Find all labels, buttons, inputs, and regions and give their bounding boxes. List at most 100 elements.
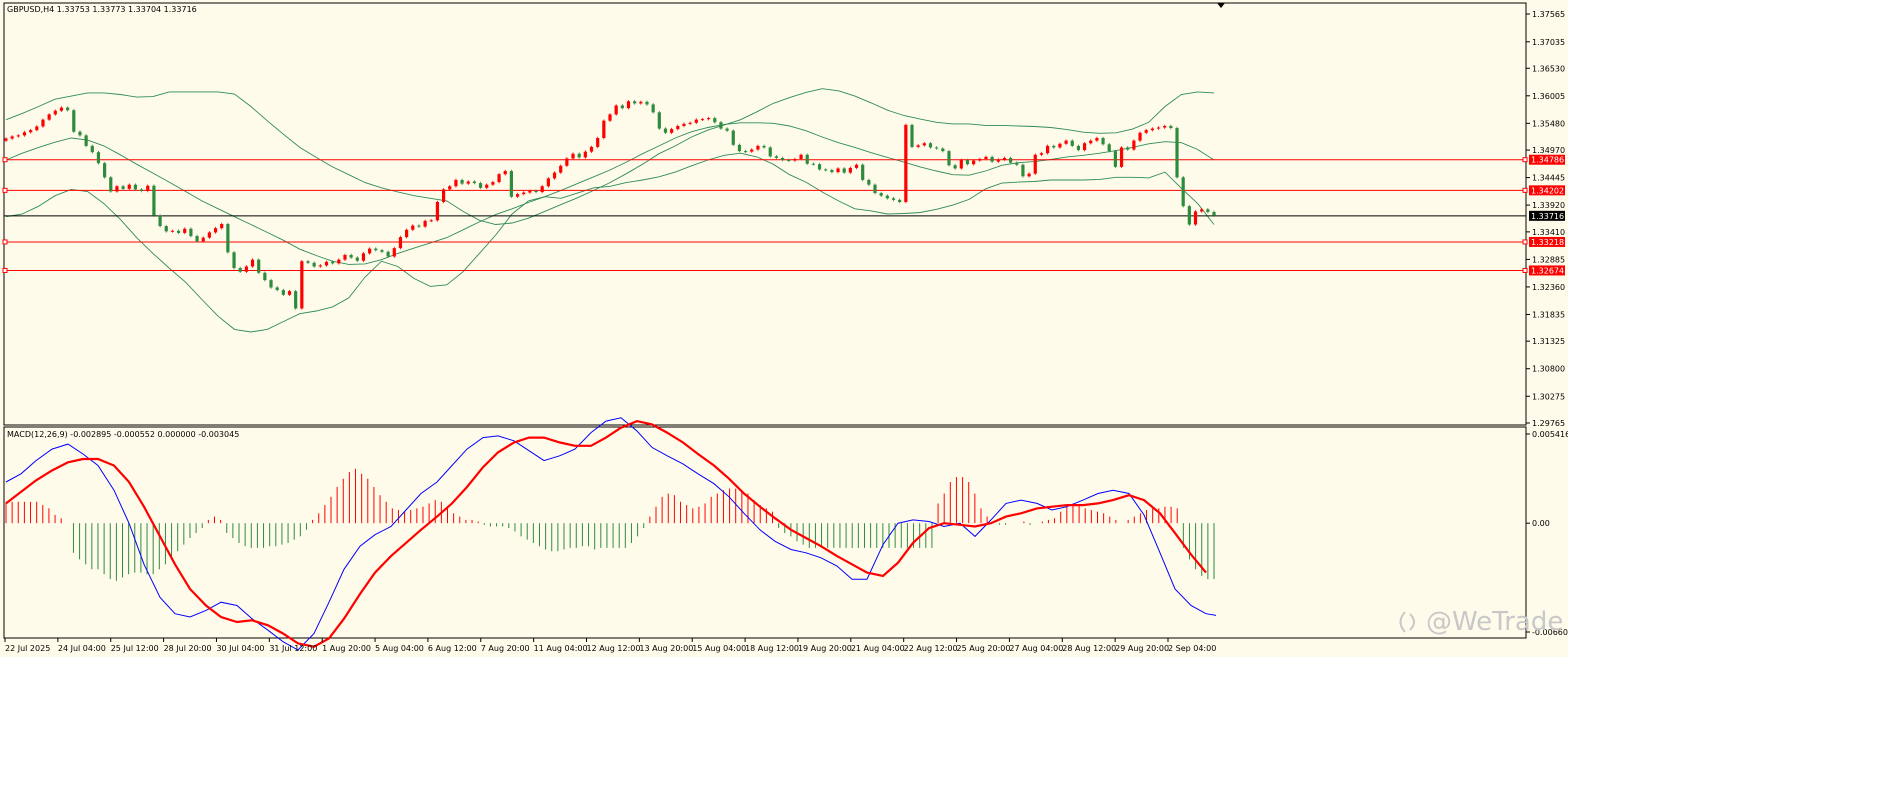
candle-body bbox=[719, 122, 723, 129]
candle-body bbox=[139, 189, 144, 191]
chart-canvas[interactable]: 1.34786 1.34202 1.33218 1.32674 1.33716 1.37… bbox=[0, 0, 1568, 657]
level-handle[interactable] bbox=[1522, 239, 1528, 245]
candle-body bbox=[793, 158, 797, 161]
candle-body bbox=[817, 164, 822, 170]
macd-pane[interactable] bbox=[3, 426, 1527, 639]
level-handle[interactable] bbox=[2, 267, 8, 273]
level-price-label: 1.33218 bbox=[1531, 238, 1564, 247]
level-handle[interactable] bbox=[1522, 157, 1528, 163]
candle-body bbox=[583, 151, 587, 158]
candle-body bbox=[478, 183, 483, 188]
candle-body bbox=[1132, 140, 1136, 150]
time-tick-label: 24 Jul 04:00 bbox=[58, 644, 106, 653]
candle-body bbox=[737, 144, 742, 152]
candle-body bbox=[670, 129, 674, 133]
candle-body bbox=[731, 130, 735, 145]
candle-body bbox=[534, 190, 538, 193]
candle-body bbox=[238, 268, 242, 272]
level-price-tag bbox=[1529, 236, 1565, 247]
current-price-label: 1.33716 bbox=[1531, 212, 1564, 221]
candle-body bbox=[657, 112, 661, 129]
candle-body bbox=[318, 265, 322, 267]
candle-body bbox=[799, 154, 803, 159]
candlesticks bbox=[4, 99, 1216, 310]
candle-body bbox=[380, 250, 384, 252]
macd-tick-label: 0.005416 bbox=[1532, 430, 1568, 439]
candle-body bbox=[207, 232, 211, 238]
level-handle[interactable] bbox=[1522, 187, 1528, 193]
candle-body bbox=[528, 190, 532, 193]
price-tick-label: 1.36530 bbox=[1532, 64, 1565, 73]
candle-body bbox=[1045, 145, 1050, 154]
candle-body bbox=[602, 120, 606, 139]
time-tick-label: 27 Aug 04:00 bbox=[1009, 644, 1063, 653]
candle-body bbox=[836, 168, 840, 173]
candle-body bbox=[620, 105, 624, 109]
candle-body bbox=[47, 114, 51, 120]
candle-body bbox=[509, 171, 513, 197]
price-axis[interactable]: 1.37565 1.37035 1.36530 1.36005 1.35480 1.349… bbox=[1526, 10, 1565, 428]
candle-body bbox=[429, 220, 433, 222]
candle-body bbox=[885, 195, 889, 199]
time-tick-label: 25 Aug 20:00 bbox=[957, 644, 1011, 653]
shift-marker-icon[interactable] bbox=[1217, 3, 1225, 8]
candle-body bbox=[873, 184, 877, 194]
level-price-tag bbox=[1529, 265, 1565, 276]
candle-body bbox=[423, 220, 427, 227]
price-tick-label: 1.35480 bbox=[1532, 119, 1565, 128]
symbol-header: GBPUSD,H4 1.33753 1.33773 1.33704 1.3371… bbox=[7, 5, 197, 14]
candle-body bbox=[497, 174, 501, 183]
level-handle[interactable] bbox=[2, 239, 8, 245]
candle-body bbox=[306, 261, 310, 263]
candle-body bbox=[405, 229, 409, 238]
price-tick-label: 1.32885 bbox=[1532, 255, 1565, 264]
time-tick-label: 6 Aug 12:00 bbox=[428, 644, 477, 653]
time-tick-label: 2 Sep 04:00 bbox=[1168, 644, 1216, 653]
candle-body bbox=[540, 186, 544, 193]
candle-body bbox=[626, 101, 631, 109]
candle-body bbox=[1200, 209, 1204, 212]
time-axis[interactable]: 22 Jul 2025 24 Jul 04:00 25 Jul 12:00 28 Ju… bbox=[4, 638, 1216, 653]
candle-body bbox=[398, 237, 403, 249]
candle-body bbox=[848, 167, 852, 173]
level-handle[interactable] bbox=[1522, 267, 1528, 273]
candle-body bbox=[435, 201, 440, 221]
candle-body bbox=[386, 251, 390, 257]
level-handle[interactable] bbox=[2, 157, 8, 163]
candle-body bbox=[491, 182, 495, 185]
candle-body bbox=[1027, 173, 1031, 177]
candle-body bbox=[4, 138, 8, 141]
level-price-label: 1.34786 bbox=[1531, 156, 1564, 165]
candle-body bbox=[559, 165, 563, 173]
candle-body bbox=[226, 224, 230, 253]
level-handle[interactable] bbox=[2, 187, 8, 193]
time-tick-label: 22 Jul 2025 bbox=[5, 644, 50, 653]
bollinger-bands bbox=[5, 88, 1215, 333]
candle-body bbox=[1070, 140, 1074, 146]
candle-body bbox=[552, 172, 557, 179]
candle-body bbox=[392, 248, 396, 257]
candle-body bbox=[596, 138, 600, 147]
current-price-tag bbox=[1529, 210, 1565, 221]
macd-axis[interactable]: 0.005416 0.00 -0.006609 bbox=[1526, 430, 1568, 637]
price-pane[interactable] bbox=[3, 2, 1527, 426]
candle-body bbox=[774, 156, 779, 158]
candle-body bbox=[700, 119, 705, 121]
candle-body bbox=[66, 107, 70, 111]
candle-body bbox=[787, 160, 791, 162]
macd-tick-label: 0.00 bbox=[1532, 519, 1550, 528]
candle-body bbox=[651, 104, 655, 113]
candle-body bbox=[164, 226, 168, 232]
trading-chart[interactable]: 1.34786 1.34202 1.33218 1.32674 1.33716 1.37… bbox=[0, 0, 1568, 657]
candle-body bbox=[707, 118, 711, 120]
candle-body bbox=[16, 135, 20, 137]
time-tick-label: 28 Aug 12:00 bbox=[1062, 644, 1116, 653]
time-tick-label: 22 Aug 12:00 bbox=[904, 644, 958, 653]
candle-body bbox=[978, 158, 982, 161]
candle-body bbox=[984, 156, 988, 159]
time-tick-label: 18 Aug 12:00 bbox=[745, 644, 799, 653]
candle-body bbox=[633, 101, 637, 104]
candle-body bbox=[269, 280, 273, 288]
candle-body bbox=[1033, 154, 1037, 174]
candle-body bbox=[916, 145, 920, 147]
